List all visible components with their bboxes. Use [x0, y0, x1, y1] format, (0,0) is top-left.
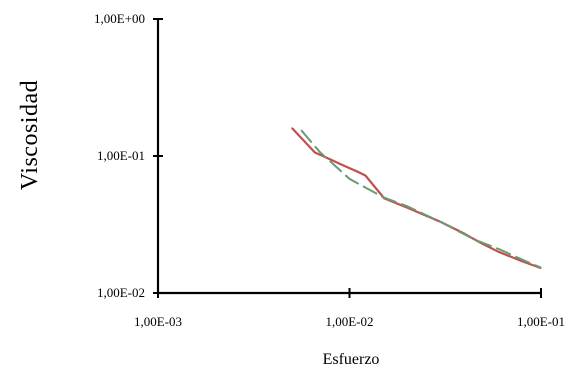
y-tick-label: 1,00E+00	[94, 11, 145, 26]
series-1-point	[406, 205, 408, 207]
series-0-point	[497, 251, 500, 253]
series-1-point	[319, 151, 321, 153]
series-0-point	[291, 127, 293, 129]
y-tick-label: 1,00E-01	[97, 148, 145, 163]
series-1-point	[540, 267, 542, 269]
tick-marks-group	[153, 18, 542, 298]
series-1-point	[382, 196, 384, 198]
x-axis-title: Esfuerzo	[323, 351, 380, 368]
series-1-point	[474, 239, 476, 241]
series-line-dashed	[300, 129, 542, 269]
x-tick-label: 1,00E-01	[517, 314, 565, 329]
series-1-point	[521, 259, 524, 261]
series-line-solid	[291, 127, 542, 270]
series-1-point	[300, 129, 302, 131]
series-0-point	[521, 260, 524, 262]
series-0-point	[356, 171, 358, 173]
series-group	[291, 127, 542, 270]
series-0-point	[340, 163, 342, 165]
tick-labels-group: 1,00E-03 1,00E-02 1,00E-01 1,00E-02 1,00E-01…	[94, 11, 565, 329]
y-tick-label: 1,00E-02	[97, 285, 145, 300]
axes-group	[156, 19, 541, 295]
series-1-point	[440, 221, 442, 223]
series-0-point	[314, 151, 316, 154]
series-1-point	[497, 248, 500, 250]
series-1-point	[348, 178, 351, 180]
x-tick-label: 1,00E-03	[134, 314, 182, 329]
x-tick-label: 1,00E-02	[325, 314, 373, 329]
series-0-point	[364, 174, 366, 177]
y-axis-title: Viscosidad	[17, 80, 43, 190]
